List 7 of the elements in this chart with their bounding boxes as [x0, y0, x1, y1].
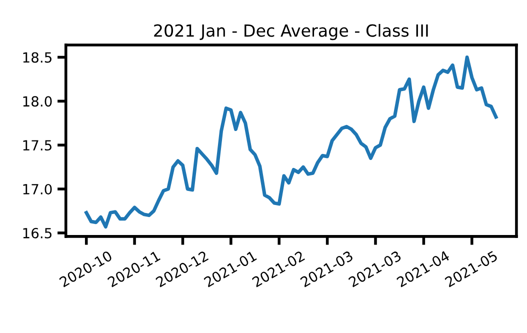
y-tick-label: 16.5 — [23, 228, 52, 238]
line-series — [84, 56, 498, 229]
y-tick-label: 17.5 — [23, 140, 52, 151]
y-tick-label: 18.0 — [23, 96, 52, 107]
y-tick-label: 17.0 — [23, 184, 52, 194]
y-tick-label: 18.5 — [23, 52, 52, 63]
chart-title: 2021 Jan - Dec Average - Class III — [154, 24, 428, 40]
